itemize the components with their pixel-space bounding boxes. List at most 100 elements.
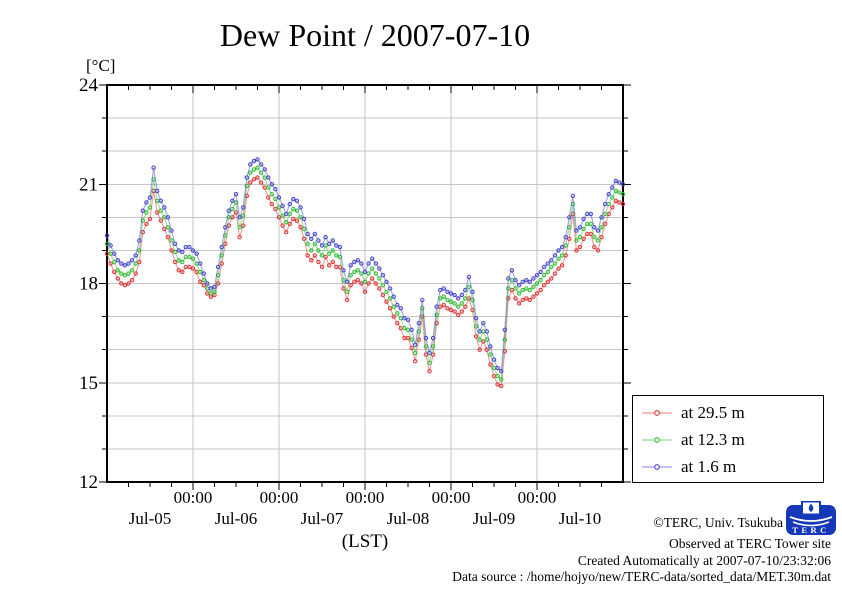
data-point: [158, 218, 164, 223]
data-point: [574, 248, 579, 253]
data-point: [470, 297, 475, 303]
data-point: [269, 201, 274, 207]
data-point: [559, 263, 565, 268]
series-line: [106, 158, 624, 373]
y-tick-label: 18: [79, 274, 98, 295]
data-point: [251, 167, 257, 172]
data-point: [169, 238, 174, 243]
data-point: [588, 231, 593, 237]
data-point: [115, 276, 121, 281]
x-tick-label-day: Jul-10: [559, 509, 602, 528]
data-point: [542, 283, 547, 288]
data-point: [280, 223, 285, 228]
data-point: [122, 263, 128, 268]
data-point: [413, 350, 418, 356]
data-point: [499, 377, 504, 382]
data-point: [380, 283, 386, 288]
data-point: [133, 271, 138, 276]
data-point: [370, 276, 375, 281]
data-point: [334, 243, 339, 248]
data-point: [617, 190, 622, 195]
data-point: [452, 292, 457, 298]
data-point: [620, 201, 626, 207]
data-point: [527, 287, 532, 293]
data-point: [215, 264, 221, 270]
data-point: [545, 269, 550, 275]
data-point: [441, 302, 446, 308]
data-point: [269, 192, 274, 197]
data-point: [552, 271, 558, 276]
data-point: [570, 193, 575, 199]
data-point: [477, 329, 482, 334]
data-point: [549, 258, 554, 263]
x-tick-label-time: 00:00: [260, 488, 299, 507]
data-point: [559, 253, 565, 258]
data-point: [119, 271, 124, 276]
data-point: [248, 162, 253, 167]
data-point: [269, 182, 274, 187]
data-point: [506, 286, 511, 291]
data-point: [112, 259, 117, 265]
data-point: [395, 302, 400, 308]
data-point: [294, 208, 300, 213]
data-point: [190, 248, 196, 253]
data-point: [466, 274, 472, 280]
data-point: [352, 269, 357, 275]
data-point: [172, 259, 178, 265]
created-at-text: Created Automatically at 2007-07-10/23:3…: [577, 553, 831, 568]
data-point: [237, 215, 242, 220]
data-point: [377, 266, 382, 271]
data-point: [126, 281, 131, 286]
legend-label: at 12.3 m: [681, 429, 745, 449]
data-point: [169, 248, 174, 253]
data-point: [344, 279, 350, 284]
data-point: [266, 195, 271, 200]
data-point: [373, 261, 378, 266]
y-tick-label: 24: [79, 75, 99, 96]
data-point: [491, 357, 497, 362]
data-point: [258, 180, 264, 185]
data-point: [284, 220, 289, 225]
data-point: [459, 292, 464, 298]
data-point: [499, 369, 504, 374]
data-point: [316, 238, 321, 243]
data-point: [524, 278, 529, 283]
data-point: [330, 248, 335, 253]
data-point: [516, 283, 522, 288]
legend-item-29.5m: at 29.5 m: [633, 399, 823, 426]
data-point: [531, 284, 536, 289]
data-point: [402, 326, 407, 331]
data-point: [187, 244, 192, 250]
plot-border: [106, 84, 624, 483]
x-tick-label-day: Jul-08: [387, 509, 430, 528]
data-point: [366, 261, 371, 266]
data-point: [577, 235, 583, 240]
data-point: [298, 205, 303, 210]
data-point: [344, 297, 350, 303]
data-point: [108, 261, 113, 266]
data-point: [344, 289, 350, 294]
data-point: [531, 294, 536, 299]
x-tick-label-time: 00:00: [518, 488, 557, 507]
data-point: [563, 243, 568, 248]
data-point: [387, 286, 393, 291]
y-tick-label: 21: [79, 174, 98, 195]
data-point: [273, 196, 278, 202]
data-point: [287, 201, 292, 207]
data-point: [276, 215, 282, 220]
data-point: [341, 268, 346, 273]
data-point: [370, 266, 375, 271]
data-point: [309, 236, 314, 242]
data-point: [556, 248, 561, 253]
data-point: [273, 206, 278, 212]
data-point: [255, 175, 260, 180]
data-point: [370, 256, 375, 261]
data-point: [180, 269, 185, 275]
data-point: [301, 216, 307, 222]
x-axis-label: (LST): [341, 531, 389, 552]
data-point: [610, 185, 615, 190]
data-point: [194, 251, 199, 256]
data-point: [595, 248, 601, 253]
data-point: [430, 335, 436, 341]
